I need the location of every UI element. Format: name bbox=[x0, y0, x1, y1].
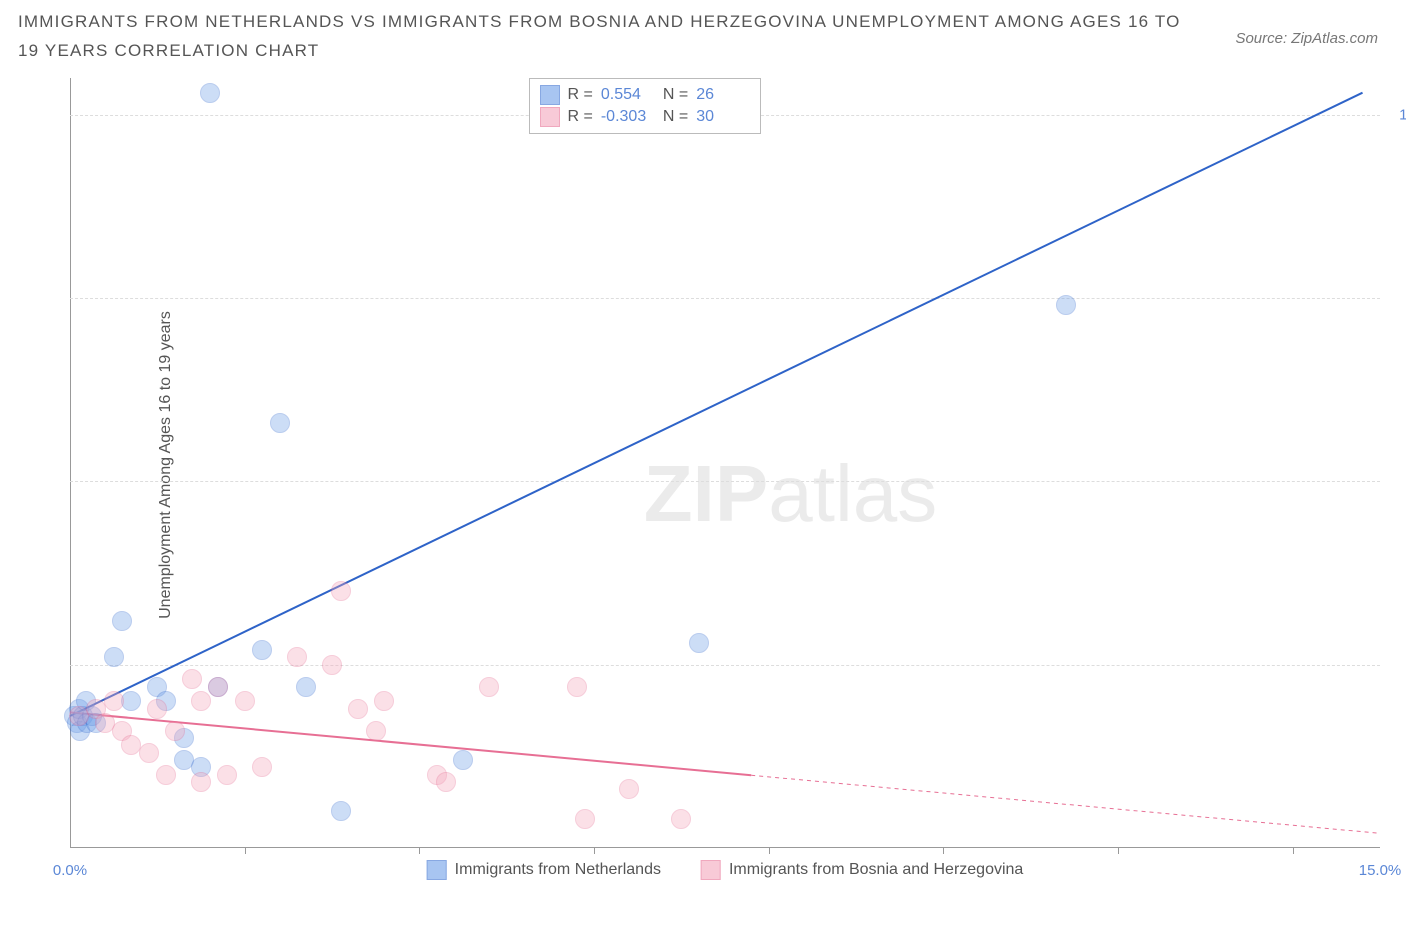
stats-row: R = 0.554 N = 26 bbox=[540, 85, 751, 105]
source-label: Source: ZipAtlas.com bbox=[1235, 30, 1378, 47]
data-point bbox=[104, 647, 124, 667]
data-point bbox=[619, 779, 639, 799]
data-point bbox=[235, 691, 255, 711]
data-point bbox=[296, 677, 316, 697]
data-point bbox=[453, 750, 473, 770]
plot-region: ZIPatlas 25.0%50.0%75.0%100.0%0.0%15.0%R… bbox=[70, 78, 1380, 878]
data-point bbox=[139, 743, 159, 763]
stat-n-value: 30 bbox=[696, 108, 750, 126]
data-point bbox=[331, 801, 351, 821]
x-min-label: 0.0% bbox=[53, 862, 87, 879]
data-point bbox=[366, 721, 386, 741]
data-point bbox=[331, 581, 351, 601]
trend-line-dashed bbox=[751, 775, 1380, 833]
data-point bbox=[191, 772, 211, 792]
data-point bbox=[165, 721, 185, 741]
correlation-stats-box: R = 0.554 N = 26 R = -0.303 N = 30 bbox=[529, 78, 762, 134]
data-point bbox=[567, 677, 587, 697]
series-legend: Immigrants from Netherlands Immigrants fr… bbox=[427, 860, 1024, 880]
data-point bbox=[270, 413, 290, 433]
data-point bbox=[374, 691, 394, 711]
data-point bbox=[287, 647, 307, 667]
data-point bbox=[689, 633, 709, 653]
stat-n-label: N = bbox=[663, 108, 688, 126]
legend-label: Immigrants from Bosnia and Herzegovina bbox=[729, 861, 1023, 879]
data-point bbox=[121, 691, 141, 711]
x-tick bbox=[245, 848, 246, 854]
data-point bbox=[575, 809, 595, 829]
legend-swatch bbox=[701, 860, 721, 880]
data-point bbox=[191, 691, 211, 711]
y-tick-label: 100.0% bbox=[1399, 106, 1406, 123]
chart-title: IMMIGRANTS FROM NETHERLANDS VS IMMIGRANT… bbox=[18, 8, 1206, 66]
data-point bbox=[322, 655, 342, 675]
legend-swatch bbox=[427, 860, 447, 880]
legend-label: Immigrants from Netherlands bbox=[455, 861, 661, 879]
stat-r-value: -0.303 bbox=[601, 108, 655, 126]
data-point bbox=[200, 83, 220, 103]
data-point bbox=[1056, 295, 1076, 315]
data-point bbox=[147, 699, 167, 719]
legend-swatch bbox=[540, 107, 560, 127]
data-point bbox=[156, 765, 176, 785]
data-point bbox=[104, 691, 124, 711]
x-tick bbox=[419, 848, 420, 854]
stat-r-label: R = bbox=[568, 86, 593, 104]
data-point bbox=[671, 809, 691, 829]
stat-n-label: N = bbox=[663, 86, 688, 104]
data-point bbox=[252, 640, 272, 660]
x-tick bbox=[769, 848, 770, 854]
data-point bbox=[208, 677, 228, 697]
legend-item: Immigrants from Bosnia and Herzegovina bbox=[701, 860, 1023, 880]
legend-item: Immigrants from Netherlands bbox=[427, 860, 661, 880]
chart-area: ZIPatlas 25.0%50.0%75.0%100.0%0.0%15.0%R… bbox=[70, 78, 1380, 878]
data-point bbox=[436, 772, 456, 792]
trend-line bbox=[70, 93, 1363, 716]
data-point bbox=[182, 669, 202, 689]
stat-r-value: 0.554 bbox=[601, 86, 655, 104]
x-tick bbox=[1293, 848, 1294, 854]
stat-r-label: R = bbox=[568, 108, 593, 126]
data-point bbox=[348, 699, 368, 719]
data-point bbox=[479, 677, 499, 697]
data-point bbox=[252, 757, 272, 777]
stat-n-value: 26 bbox=[696, 86, 750, 104]
trend-lines bbox=[70, 78, 1380, 848]
x-tick bbox=[1118, 848, 1119, 854]
x-tick bbox=[943, 848, 944, 854]
x-max-label: 15.0% bbox=[1359, 862, 1402, 879]
data-point bbox=[112, 611, 132, 631]
stats-row: R = -0.303 N = 30 bbox=[540, 107, 751, 127]
legend-swatch bbox=[540, 85, 560, 105]
x-tick bbox=[594, 848, 595, 854]
data-point bbox=[217, 765, 237, 785]
